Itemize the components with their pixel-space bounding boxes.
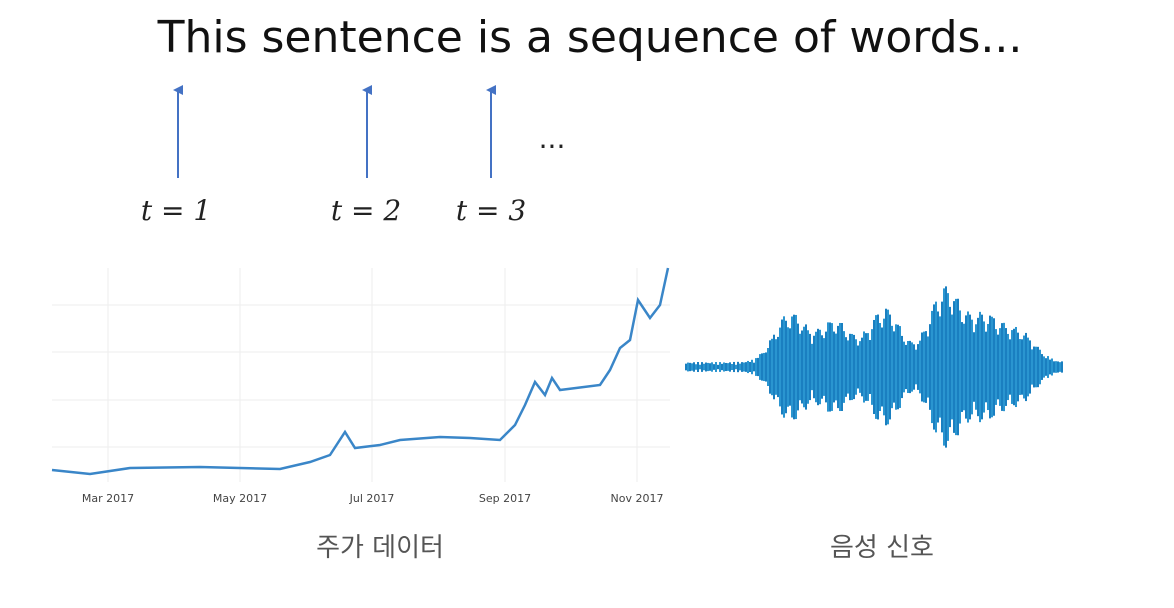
time-label: t = 3: [456, 194, 526, 227]
waveform: [685, 286, 1063, 448]
x-label: Mar 2017: [82, 492, 134, 505]
stock-line: [51, 267, 670, 476]
caption: 음성 신호: [830, 533, 934, 563]
x-label: Nov 2017: [611, 492, 664, 505]
x-label: Sep 2017: [479, 492, 531, 505]
sentence: This sentence is a sequence of words...: [157, 12, 1023, 63]
time-label: t = 2: [331, 194, 401, 227]
caption: 주가 데이터: [316, 533, 444, 563]
ellipsis: ...: [539, 122, 566, 155]
stock-chart: [52, 268, 670, 482]
x-label: Jul 2017: [349, 492, 395, 505]
x-label: May 2017: [213, 492, 267, 505]
time-label: t = 1: [141, 194, 211, 227]
